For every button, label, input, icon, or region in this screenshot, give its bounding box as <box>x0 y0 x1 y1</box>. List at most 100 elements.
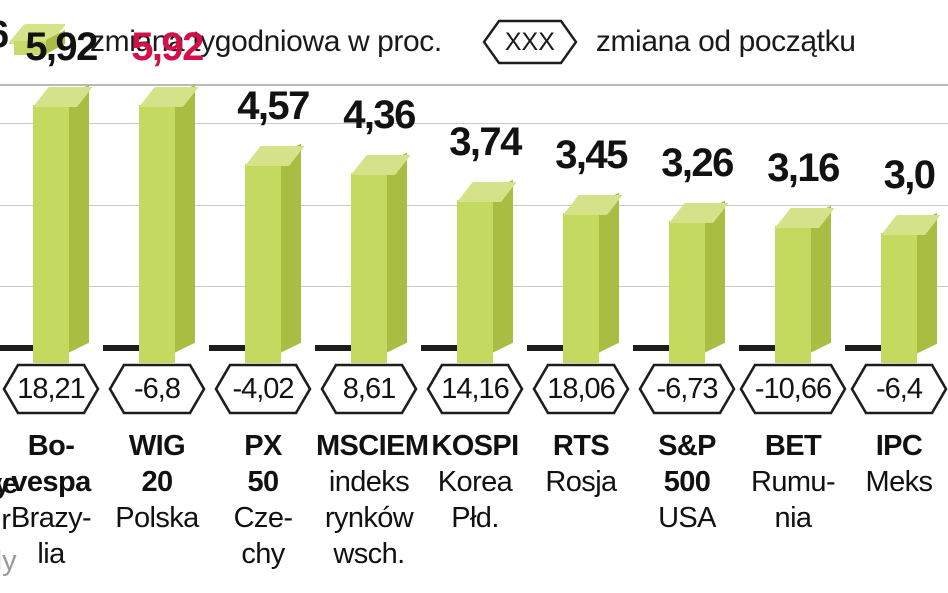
bar-front-face <box>139 105 175 363</box>
bar-value-label: 3,0 <box>883 152 936 197</box>
index-name-line: Meks <box>865 466 933 498</box>
bar <box>775 205 837 365</box>
ytd-change-badge: 8,61 <box>320 363 418 415</box>
bar-side-face <box>598 192 619 353</box>
legend-hex-marker-text: XXX <box>504 27 555 56</box>
bar <box>139 85 201 365</box>
bar <box>33 85 95 365</box>
legend-divider <box>0 84 948 86</box>
index-name-line: Płd. <box>451 502 499 534</box>
bar <box>457 180 519 365</box>
bar-front-face <box>33 105 69 363</box>
index-name-block: WIG 20 Polska <box>104 428 210 536</box>
index-name-line: BET <box>764 430 822 462</box>
index-name-block: RTS Rosja <box>528 428 634 500</box>
index-name-line: 500 <box>663 466 711 498</box>
bar-front-face <box>351 173 387 363</box>
bar <box>881 212 943 366</box>
cropped-fragment-2: ve <box>0 468 19 500</box>
index-name-line: 20 <box>141 466 173 498</box>
ytd-change-value: -10,66 <box>754 372 832 405</box>
ytd-change-value: 14,16 <box>441 372 510 405</box>
cube-3d-icon <box>7 22 72 62</box>
bar-side-face <box>68 85 89 353</box>
bar-value-label: 4,57 <box>237 84 310 129</box>
baseline-dash <box>315 345 351 351</box>
bar-value-label: 5,92 <box>131 25 204 70</box>
index-name-block: PX 50 Cze-chy <box>210 428 316 572</box>
index-name-line: rynków <box>324 502 414 534</box>
bar-value-label: 3,26 <box>661 141 734 186</box>
legend-entry-weekly: zmiana tygodniowa w proc. <box>7 0 442 84</box>
y-axis-tick-label: 6 <box>0 14 9 57</box>
index-name-line: wsch. <box>333 538 405 570</box>
cropped-fragment-1: y <box>0 468 11 500</box>
bar <box>563 192 625 365</box>
index-name-block: Bo-vespa Brazy-lia <box>0 428 104 572</box>
ytd-change-badge: -4,02 <box>214 363 312 415</box>
bar <box>351 153 413 365</box>
ytd-change-badge: -6,8 <box>108 363 206 415</box>
bar-front-face <box>881 232 917 363</box>
index-name-line: Rumu- <box>750 466 836 498</box>
index-name-line: Polska <box>115 502 199 534</box>
bar-value-label: 3,45 <box>555 132 628 177</box>
index-name-block: KOSPI Korea Płd. <box>422 428 528 536</box>
index-name-line: chy <box>241 538 285 570</box>
index-name-line: lia <box>37 538 65 570</box>
legend-label-weekly: zmiana tygodniowa w proc. <box>90 25 442 58</box>
index-name-line: vespa <box>11 466 91 498</box>
ytd-change-badge: -6,4 <box>850 363 948 415</box>
ytd-change-value: -6,8 <box>134 372 181 405</box>
ytd-change-value: 8,61 <box>342 372 396 405</box>
index-name-block: MSCIEM indeks rynków wsch. <box>316 428 429 572</box>
index-name-line: Bo- <box>27 430 75 462</box>
cropped-fragment-3: Br <box>0 504 11 536</box>
chart-baseline <box>0 345 948 351</box>
index-name-line: PX <box>244 430 282 462</box>
index-name-line: IPC <box>875 430 923 462</box>
index-name-block: IPC Meks <box>846 428 948 500</box>
baseline-dash <box>739 345 775 351</box>
bar-value-label: 4,36 <box>343 93 416 138</box>
baseline-dash <box>845 345 881 351</box>
index-name-line: Brazy- <box>10 502 92 534</box>
index-name-line: Korea <box>437 466 513 498</box>
bar <box>669 200 731 365</box>
legend-label-ytd: zmiana od początku <box>595 25 856 58</box>
index-name-line: RTS <box>552 430 610 462</box>
ytd-change-value: -4,02 <box>232 372 294 405</box>
ytd-change-value: -6,4 <box>876 372 923 405</box>
baseline-dash <box>0 345 33 351</box>
ytd-change-badge: -10,66 <box>739 363 847 415</box>
index-name-line: S&P <box>658 430 716 462</box>
legend-entry-ytd: XXX zmiana od początku <box>482 0 856 84</box>
ytd-change-badge: 14,16 <box>426 363 524 415</box>
baseline-dash <box>633 345 669 351</box>
ytd-change-badge: 18,06 <box>532 363 630 415</box>
bar-side-face <box>704 200 725 353</box>
index-name-block: S&P 500 USA <box>634 428 740 536</box>
index-name-line: Rosja <box>545 466 617 498</box>
baseline-dash <box>209 345 245 351</box>
bar-front-face <box>245 164 281 363</box>
bar-side-face <box>492 180 513 353</box>
bar-front-face <box>563 212 599 363</box>
index-name-line: USA <box>658 502 716 534</box>
bar-front-face <box>669 221 705 363</box>
baseline-dash <box>103 345 139 351</box>
index-name-line: WIG <box>128 430 186 462</box>
bar-side-face <box>174 85 195 353</box>
index-name-line: MSCIEM <box>316 430 429 462</box>
bar-value-label: 3,74 <box>449 120 522 165</box>
index-name-line: Cze- <box>233 502 293 534</box>
bar-front-face <box>457 200 493 363</box>
ytd-change-value: 18,21 <box>17 372 86 405</box>
index-name-block: BET Rumu-nia <box>740 428 846 536</box>
ytd-change-badge: -6,73 <box>638 363 736 415</box>
bar-side-face <box>386 153 407 353</box>
bar-front-face <box>775 225 811 363</box>
index-name-line: nia <box>774 502 813 534</box>
hexagon-icon: XXX <box>482 19 578 65</box>
bar-value-label: 3,16 <box>767 145 840 190</box>
